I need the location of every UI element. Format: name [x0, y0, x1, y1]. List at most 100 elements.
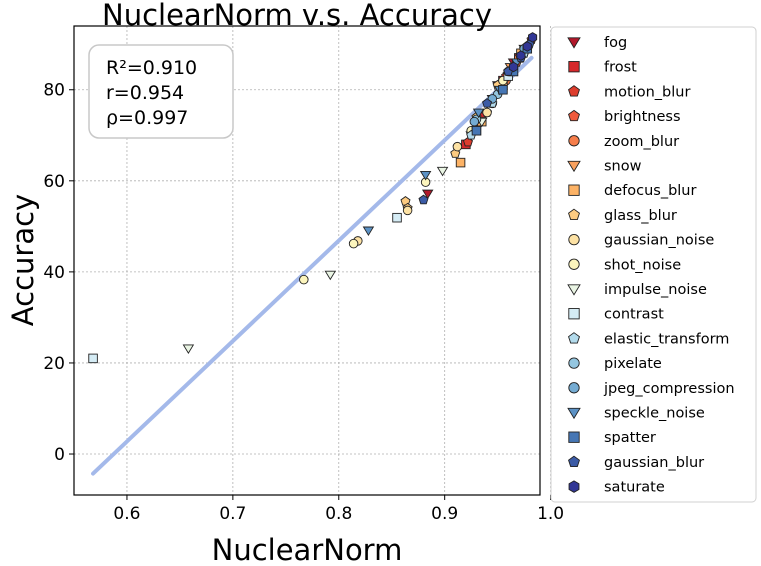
x-tick-label: 1.0: [537, 504, 564, 524]
legend-marker-speckle_noise: [567, 407, 581, 420]
data-point-contrast: [88, 353, 98, 364]
data-point-spatter: [498, 84, 508, 95]
legend-marker-motion_blur: [568, 85, 580, 97]
legend-marker-frost: [568, 61, 580, 73]
legend-label: snow: [604, 159, 642, 175]
data-point-saturate: [522, 41, 532, 52]
legend-label: spatter: [604, 430, 656, 446]
legend-marker-shot_noise: [568, 258, 580, 270]
y-axis-ticks: 0 20 40 60 80: [43, 81, 74, 465]
data-point-saturate: [508, 61, 519, 73]
legend-label: contrast: [604, 307, 664, 323]
legend-label: pixelate: [604, 356, 662, 372]
legend-item-glass_blur: glass_blur: [568, 208, 677, 224]
legend-item-defocus_blur: defocus_blur: [568, 183, 696, 199]
legend-item-elastic_transform: elastic_transform: [568, 331, 729, 347]
x-tick-label: 0.6: [113, 504, 140, 524]
legend-label: zoom_blur: [604, 134, 679, 150]
legend-marker-zoom_blur: [568, 135, 580, 147]
data-point-gaussian_noise: [402, 205, 413, 216]
legend-item-shot_noise: shot_noise: [568, 257, 681, 273]
legend-marker-jpeg_compression: [568, 382, 580, 394]
x-axis-label: NuclearNorm: [212, 533, 403, 566]
legend-marker-gaussian_blur: [568, 455, 580, 467]
legend-marker-snow: [567, 160, 581, 173]
data-point-gaussian_noise: [452, 141, 463, 152]
legend-label: motion_blur: [604, 84, 690, 100]
legend-marker-contrast: [568, 308, 580, 320]
legend-item-frost: frost: [568, 60, 637, 76]
x-tick-label: 0.8: [325, 504, 352, 524]
legend-item-pixelate: pixelate: [568, 356, 662, 372]
legend-label: frost: [604, 60, 637, 76]
legend-marker-defocus_blur: [568, 184, 580, 196]
legend-label: glass_blur: [604, 208, 677, 224]
legend-item-zoom_blur: zoom_blur: [568, 134, 679, 150]
legend-marker-pixelate: [568, 357, 580, 369]
y-tick-label: 80: [43, 81, 65, 101]
legend-marker-saturate: [568, 480, 580, 493]
legend-label: gaussian_blur: [604, 455, 704, 471]
data-point-gaussian_blur: [418, 194, 429, 205]
x-axis-ticks: 0.6 0.7 0.8 0.9 1.0: [113, 495, 564, 524]
stats-box: R²=0.910 r=0.954 ρ=0.997: [88, 44, 234, 139]
legend-marker-elastic_transform: [568, 332, 580, 344]
legend-item-jpeg_compression: jpeg_compression: [568, 381, 735, 397]
legend-label: brightness: [604, 109, 681, 125]
legend-label: elastic_transform: [604, 331, 729, 347]
legend-frame: [550, 26, 757, 503]
data-point-shot_noise: [348, 238, 359, 249]
data-point-impulse_noise: [324, 270, 337, 281]
x-tick-label: 0.7: [219, 504, 246, 524]
data-point-speckle_noise: [419, 171, 432, 181]
data-point-contrast: [392, 212, 402, 223]
legend-label: fog: [604, 35, 627, 51]
legend-label: shot_noise: [604, 257, 681, 273]
legend-item-motion_blur: motion_blur: [568, 84, 690, 100]
data-point-impulse_noise: [182, 344, 195, 354]
fit-line: [91, 55, 534, 476]
legend-marker-fog: [567, 37, 581, 49]
stats-box-frame: [88, 44, 234, 139]
legend-item-impulse_noise: impulse_noise: [567, 282, 707, 298]
legend-item-gaussian_noise: gaussian_noise: [568, 233, 714, 249]
legend-marker-impulse_noise: [567, 284, 581, 296]
legend-marker-glass_blur: [568, 208, 580, 220]
legend-label: defocus_blur: [604, 183, 696, 199]
legend-item-gaussian_blur: gaussian_blur: [568, 455, 704, 471]
plot-frame: [73, 25, 541, 496]
data-point-gaussian_noise: [482, 107, 492, 118]
stats-r: r=0.954: [106, 82, 184, 104]
y-tick-label: 0: [54, 445, 65, 465]
legend-marker-gaussian_noise: [568, 233, 580, 246]
legend-label: speckle_noise: [604, 406, 705, 422]
chart-title: NuclearNorm v.s. Accuracy: [102, 0, 492, 32]
stats-rho: ρ=0.997: [106, 107, 188, 129]
y-tick-label: 60: [43, 172, 65, 192]
data-point-defocus_blur: [455, 157, 466, 168]
data-points: [88, 32, 538, 364]
data-point-spatter: [471, 125, 482, 136]
legend-item-speckle_noise: speckle_noise: [567, 406, 705, 422]
legend-item-saturate: saturate: [568, 480, 665, 496]
data-point-saturate: [528, 32, 538, 43]
legend-label: saturate: [604, 480, 665, 496]
legend-label: impulse_noise: [604, 282, 707, 298]
legend-label: gaussian_noise: [604, 233, 714, 249]
legend-item-spatter: spatter: [568, 430, 656, 446]
data-point-jpeg_compression: [469, 116, 480, 127]
y-tick-label: 20: [43, 354, 65, 374]
data-point-impulse_noise: [436, 166, 449, 177]
data-point-shot_noise: [299, 274, 309, 285]
legend-item-brightness: brightness: [568, 109, 681, 125]
legend-item-snow: snow: [567, 159, 642, 175]
legend: fog frost motion_blur brightness zoom_blursn…: [550, 26, 757, 503]
y-axis-label: Accuracy: [6, 194, 40, 326]
stats-r2: R²=0.910: [106, 57, 197, 79]
legend-marker-brightness: [568, 109, 580, 122]
legend-item-contrast: contrast: [568, 307, 664, 323]
data-point-speckle_noise: [472, 108, 485, 119]
data-point-speckle_noise: [362, 226, 375, 237]
legend-marker-spatter: [568, 431, 580, 443]
